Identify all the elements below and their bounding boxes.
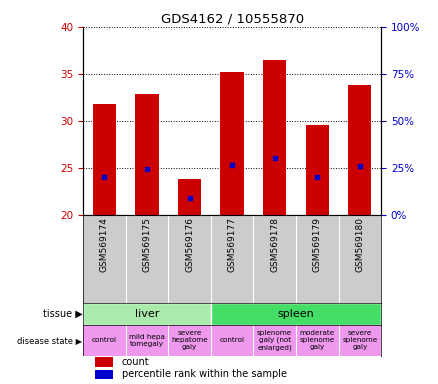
- Text: GSM569177: GSM569177: [228, 217, 237, 272]
- Bar: [211, 303, 381, 325]
- Text: count: count: [122, 357, 149, 367]
- Text: GSM569176: GSM569176: [185, 217, 194, 272]
- Text: GSM569175: GSM569175: [142, 217, 152, 272]
- Text: GSM569174: GSM569174: [100, 217, 109, 272]
- Bar: [135, 94, 159, 215]
- Bar: [220, 72, 244, 215]
- Text: GSM569179: GSM569179: [313, 217, 322, 272]
- Bar: [178, 179, 201, 215]
- Text: percentile rank within the sample: percentile rank within the sample: [122, 369, 287, 379]
- Text: control: control: [219, 337, 245, 343]
- Text: mild hepa
tomegaly: mild hepa tomegaly: [129, 334, 165, 347]
- Text: GSM569178: GSM569178: [270, 217, 279, 272]
- Title: GDS4162 / 10555870: GDS4162 / 10555870: [161, 13, 304, 26]
- Bar: [95, 357, 113, 367]
- Text: moderate
splenome
galy: moderate splenome galy: [300, 330, 335, 350]
- Text: tissue ▶: tissue ▶: [42, 309, 82, 319]
- Text: severe
hepatome
galy: severe hepatome galy: [171, 330, 208, 350]
- Text: disease state ▶: disease state ▶: [17, 336, 82, 345]
- Text: spleen: spleen: [278, 309, 314, 319]
- Bar: [348, 85, 371, 215]
- Bar: [95, 369, 113, 379]
- Text: GSM569180: GSM569180: [355, 217, 364, 272]
- Bar: [93, 104, 116, 215]
- Bar: [263, 60, 286, 215]
- Text: control: control: [92, 337, 117, 343]
- Bar: [306, 124, 329, 215]
- Text: liver: liver: [135, 309, 159, 319]
- Text: splenome
galy (not
enlarged): splenome galy (not enlarged): [257, 330, 292, 351]
- Text: severe
splenome
galy: severe splenome galy: [342, 330, 378, 350]
- Bar: [83, 303, 211, 325]
